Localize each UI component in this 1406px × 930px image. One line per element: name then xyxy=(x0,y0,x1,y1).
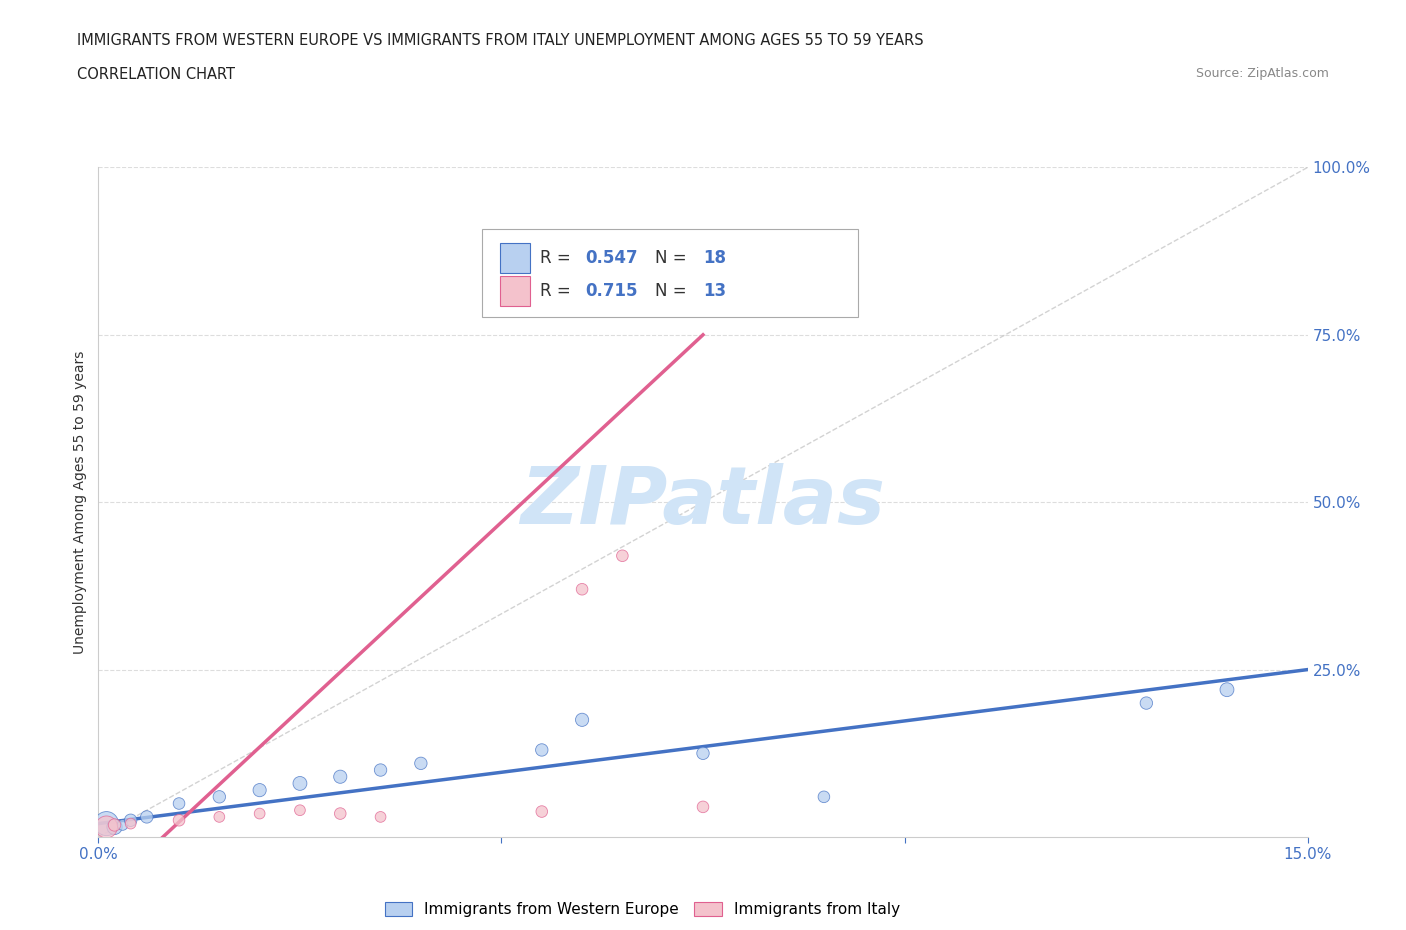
Point xyxy=(288,803,311,817)
Text: 0.547: 0.547 xyxy=(586,249,638,267)
Point xyxy=(813,790,835,804)
FancyBboxPatch shape xyxy=(501,276,530,306)
Point xyxy=(571,712,593,727)
Text: Source: ZipAtlas.com: Source: ZipAtlas.com xyxy=(1195,67,1329,80)
Point xyxy=(167,813,190,828)
Point xyxy=(208,790,231,804)
Point xyxy=(530,804,553,819)
Text: R =: R = xyxy=(540,249,576,267)
Point xyxy=(370,809,392,824)
Point xyxy=(103,817,125,832)
Point xyxy=(208,809,231,824)
Point xyxy=(370,763,392,777)
Point xyxy=(1135,696,1157,711)
Point xyxy=(249,783,271,798)
Point xyxy=(1216,683,1239,698)
Text: CORRELATION CHART: CORRELATION CHART xyxy=(77,67,235,82)
Point xyxy=(329,769,352,784)
Point xyxy=(249,806,271,821)
Text: N =: N = xyxy=(655,283,692,300)
Point xyxy=(120,817,142,831)
Point xyxy=(692,800,714,815)
Point xyxy=(96,817,118,831)
Point xyxy=(612,549,634,564)
Point xyxy=(96,819,118,834)
Point xyxy=(692,746,714,761)
Point xyxy=(135,809,157,824)
Point xyxy=(167,796,190,811)
Point xyxy=(329,806,352,821)
Text: N =: N = xyxy=(655,249,692,267)
Text: 18: 18 xyxy=(703,249,725,267)
Legend: Immigrants from Western Europe, Immigrants from Italy: Immigrants from Western Europe, Immigran… xyxy=(378,896,907,923)
Text: 13: 13 xyxy=(703,283,725,300)
Point xyxy=(111,817,134,832)
Text: ZIPatlas: ZIPatlas xyxy=(520,463,886,541)
Point xyxy=(530,742,553,757)
Point xyxy=(571,582,593,597)
Y-axis label: Unemployment Among Ages 55 to 59 years: Unemployment Among Ages 55 to 59 years xyxy=(73,351,87,654)
Point xyxy=(288,776,311,790)
Text: 0.715: 0.715 xyxy=(586,283,638,300)
Point xyxy=(103,819,125,834)
Text: R =: R = xyxy=(540,283,576,300)
FancyBboxPatch shape xyxy=(482,229,858,317)
FancyBboxPatch shape xyxy=(501,243,530,272)
Text: IMMIGRANTS FROM WESTERN EUROPE VS IMMIGRANTS FROM ITALY UNEMPLOYMENT AMONG AGES : IMMIGRANTS FROM WESTERN EUROPE VS IMMIGR… xyxy=(77,33,924,47)
Point xyxy=(120,813,142,828)
Point xyxy=(409,756,432,771)
